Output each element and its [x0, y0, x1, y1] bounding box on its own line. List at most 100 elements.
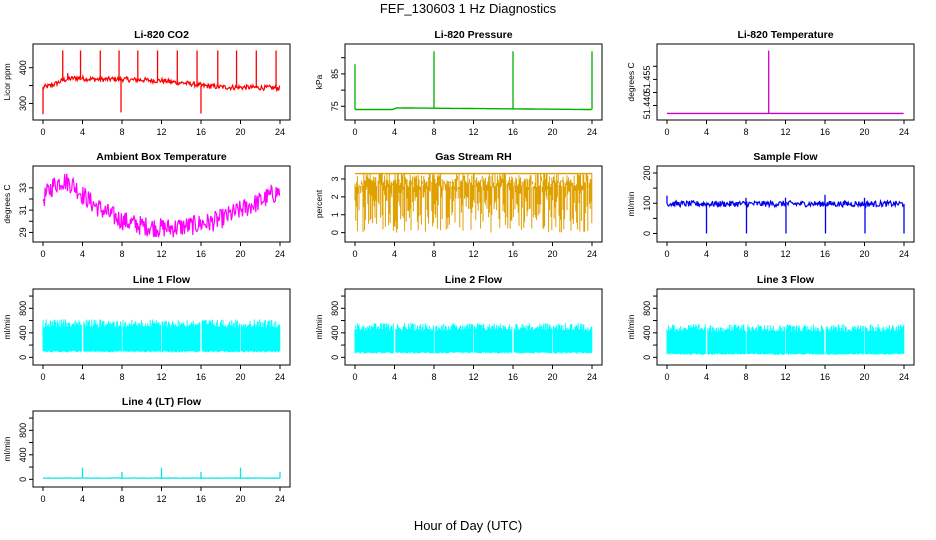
x-tick-label: 24: [587, 127, 597, 137]
y-tick-label: 800: [642, 301, 652, 316]
x-tick-label: 12: [156, 249, 166, 259]
chart-panel-4: Ambient Box Temperature degrees C 0 4 8 12 16 2…: [2, 151, 291, 259]
y-axis-label: ml/min: [2, 314, 12, 339]
x-tick-label: 8: [119, 372, 124, 382]
y-tick-label: 85: [330, 69, 340, 79]
y-axis-label: percent: [314, 189, 324, 218]
x-tick-label: 0: [352, 127, 357, 137]
x-tick-label: 8: [431, 372, 436, 382]
chart-title: Line 4 (LT) Flow: [122, 396, 202, 408]
x-tick-label: 8: [743, 249, 748, 259]
x-tick-label: 20: [859, 372, 869, 382]
y-axis-label: ml/min: [2, 436, 12, 461]
y-tick-label: 200: [642, 166, 652, 181]
chart-title: Sample Flow: [753, 151, 818, 163]
chart-panel-8: Line 2 Flow ml/min 0 4 8 12 16 20 24 0 400 800: [314, 274, 603, 382]
x-tick-label: 12: [468, 127, 478, 137]
x-tick-label: 24: [275, 127, 285, 137]
chart-title: Li-820 CO2: [134, 29, 189, 41]
x-tick-label: 20: [547, 372, 557, 382]
y-tick-label: 400: [18, 447, 28, 462]
x-tick-label: 16: [508, 372, 518, 382]
y-tick-label: 29: [18, 227, 28, 237]
chart-title: Line 3 Flow: [757, 274, 815, 286]
x-tick-label: 8: [119, 494, 124, 504]
y-axis-label: Licor ppm: [2, 63, 12, 100]
x-tick-label: 4: [80, 127, 85, 137]
x-tick-label: 4: [704, 127, 709, 137]
x-tick-label: 24: [275, 372, 285, 382]
y-axis-label: ml/min: [626, 314, 636, 339]
series-line-1: [355, 107, 592, 111]
y-tick-label: 33: [18, 183, 28, 193]
x-tick-label: 24: [899, 249, 909, 259]
series-band: [666, 324, 905, 355]
y-tick-label: 800: [18, 301, 28, 316]
chart-panel-2: Li-820 Pressure kPa 0 4 8 12 16 20 24 75 85: [314, 29, 603, 137]
x-tick-label: 0: [40, 494, 45, 504]
x-tick-label: 20: [235, 127, 245, 137]
chart-title: Line 2 Flow: [445, 274, 503, 286]
y-tick-label: 3: [330, 176, 340, 181]
shared-x-axis-title: Hour of Day (UTC): [413, 518, 523, 533]
x-tick-label: 0: [664, 127, 669, 137]
x-tick-label: 16: [820, 249, 830, 259]
x-tick-label: 24: [899, 127, 909, 137]
x-tick-label: 24: [275, 494, 285, 504]
y-axis-label: kPa: [314, 74, 324, 89]
plot-frame: [32, 43, 291, 121]
plot-frame: [656, 43, 915, 121]
x-tick-label: 4: [80, 249, 85, 259]
y-tick-label: 400: [642, 325, 652, 340]
x-tick-label: 20: [547, 127, 557, 137]
y-tick-label: 31: [18, 205, 28, 215]
x-tick-label: 12: [156, 494, 166, 504]
y-tick-label: 1: [330, 212, 340, 217]
x-tick-label: 24: [275, 249, 285, 259]
x-tick-label: 16: [820, 127, 830, 137]
y-tick-label: 0: [18, 477, 28, 482]
y-tick-label: 100: [642, 196, 652, 211]
page-title: FEF_130603 1 Hz Diagnostics: [379, 1, 557, 16]
x-tick-label: 8: [743, 127, 748, 137]
x-tick-label: 12: [156, 372, 166, 382]
y-axis-label: ml/min: [314, 314, 324, 339]
chart-title: Gas Stream RH: [435, 151, 511, 163]
x-tick-label: 12: [780, 127, 790, 137]
series-line-1: [42, 173, 281, 239]
y-tick-label: 0: [330, 230, 340, 235]
x-tick-label: 8: [743, 372, 748, 382]
x-tick-label: 16: [196, 249, 206, 259]
x-tick-label: 0: [664, 249, 669, 259]
x-tick-label: 8: [431, 249, 436, 259]
y-tick-label: 51.455: [642, 66, 652, 94]
y-axis-label: degrees C: [2, 184, 12, 223]
x-tick-label: 4: [392, 249, 397, 259]
y-tick-label: 0: [642, 231, 652, 236]
x-tick-label: 16: [508, 249, 518, 259]
x-tick-label: 20: [235, 249, 245, 259]
y-tick-label: 0: [642, 355, 652, 360]
chart-panel-7: Line 1 Flow ml/min 0 4 8 12 16 20 24 0 400 800: [2, 274, 291, 382]
y-axis-label: degrees C: [626, 62, 636, 101]
x-tick-label: 16: [196, 372, 206, 382]
y-tick-label: 2: [330, 194, 340, 199]
x-tick-label: 0: [40, 372, 45, 382]
chart-panel-10: Line 4 (LT) Flow ml/min 0 4 8 12 16 20 24 0 400 800: [2, 396, 291, 504]
x-tick-label: 12: [780, 249, 790, 259]
y-tick-label: 75: [330, 101, 340, 111]
series-line-1: [42, 73, 281, 93]
y-tick-label: 0: [18, 355, 28, 360]
x-tick-label: 0: [664, 372, 669, 382]
x-tick-label: 8: [119, 249, 124, 259]
x-tick-label: 16: [196, 127, 206, 137]
y-tick-label: 300: [18, 96, 28, 111]
x-tick-label: 4: [704, 372, 709, 382]
x-tick-label: 0: [40, 127, 45, 137]
chart-title: Li-820 Pressure: [434, 29, 512, 41]
x-tick-label: 16: [196, 494, 206, 504]
x-tick-label: 20: [235, 494, 245, 504]
x-tick-label: 20: [859, 249, 869, 259]
